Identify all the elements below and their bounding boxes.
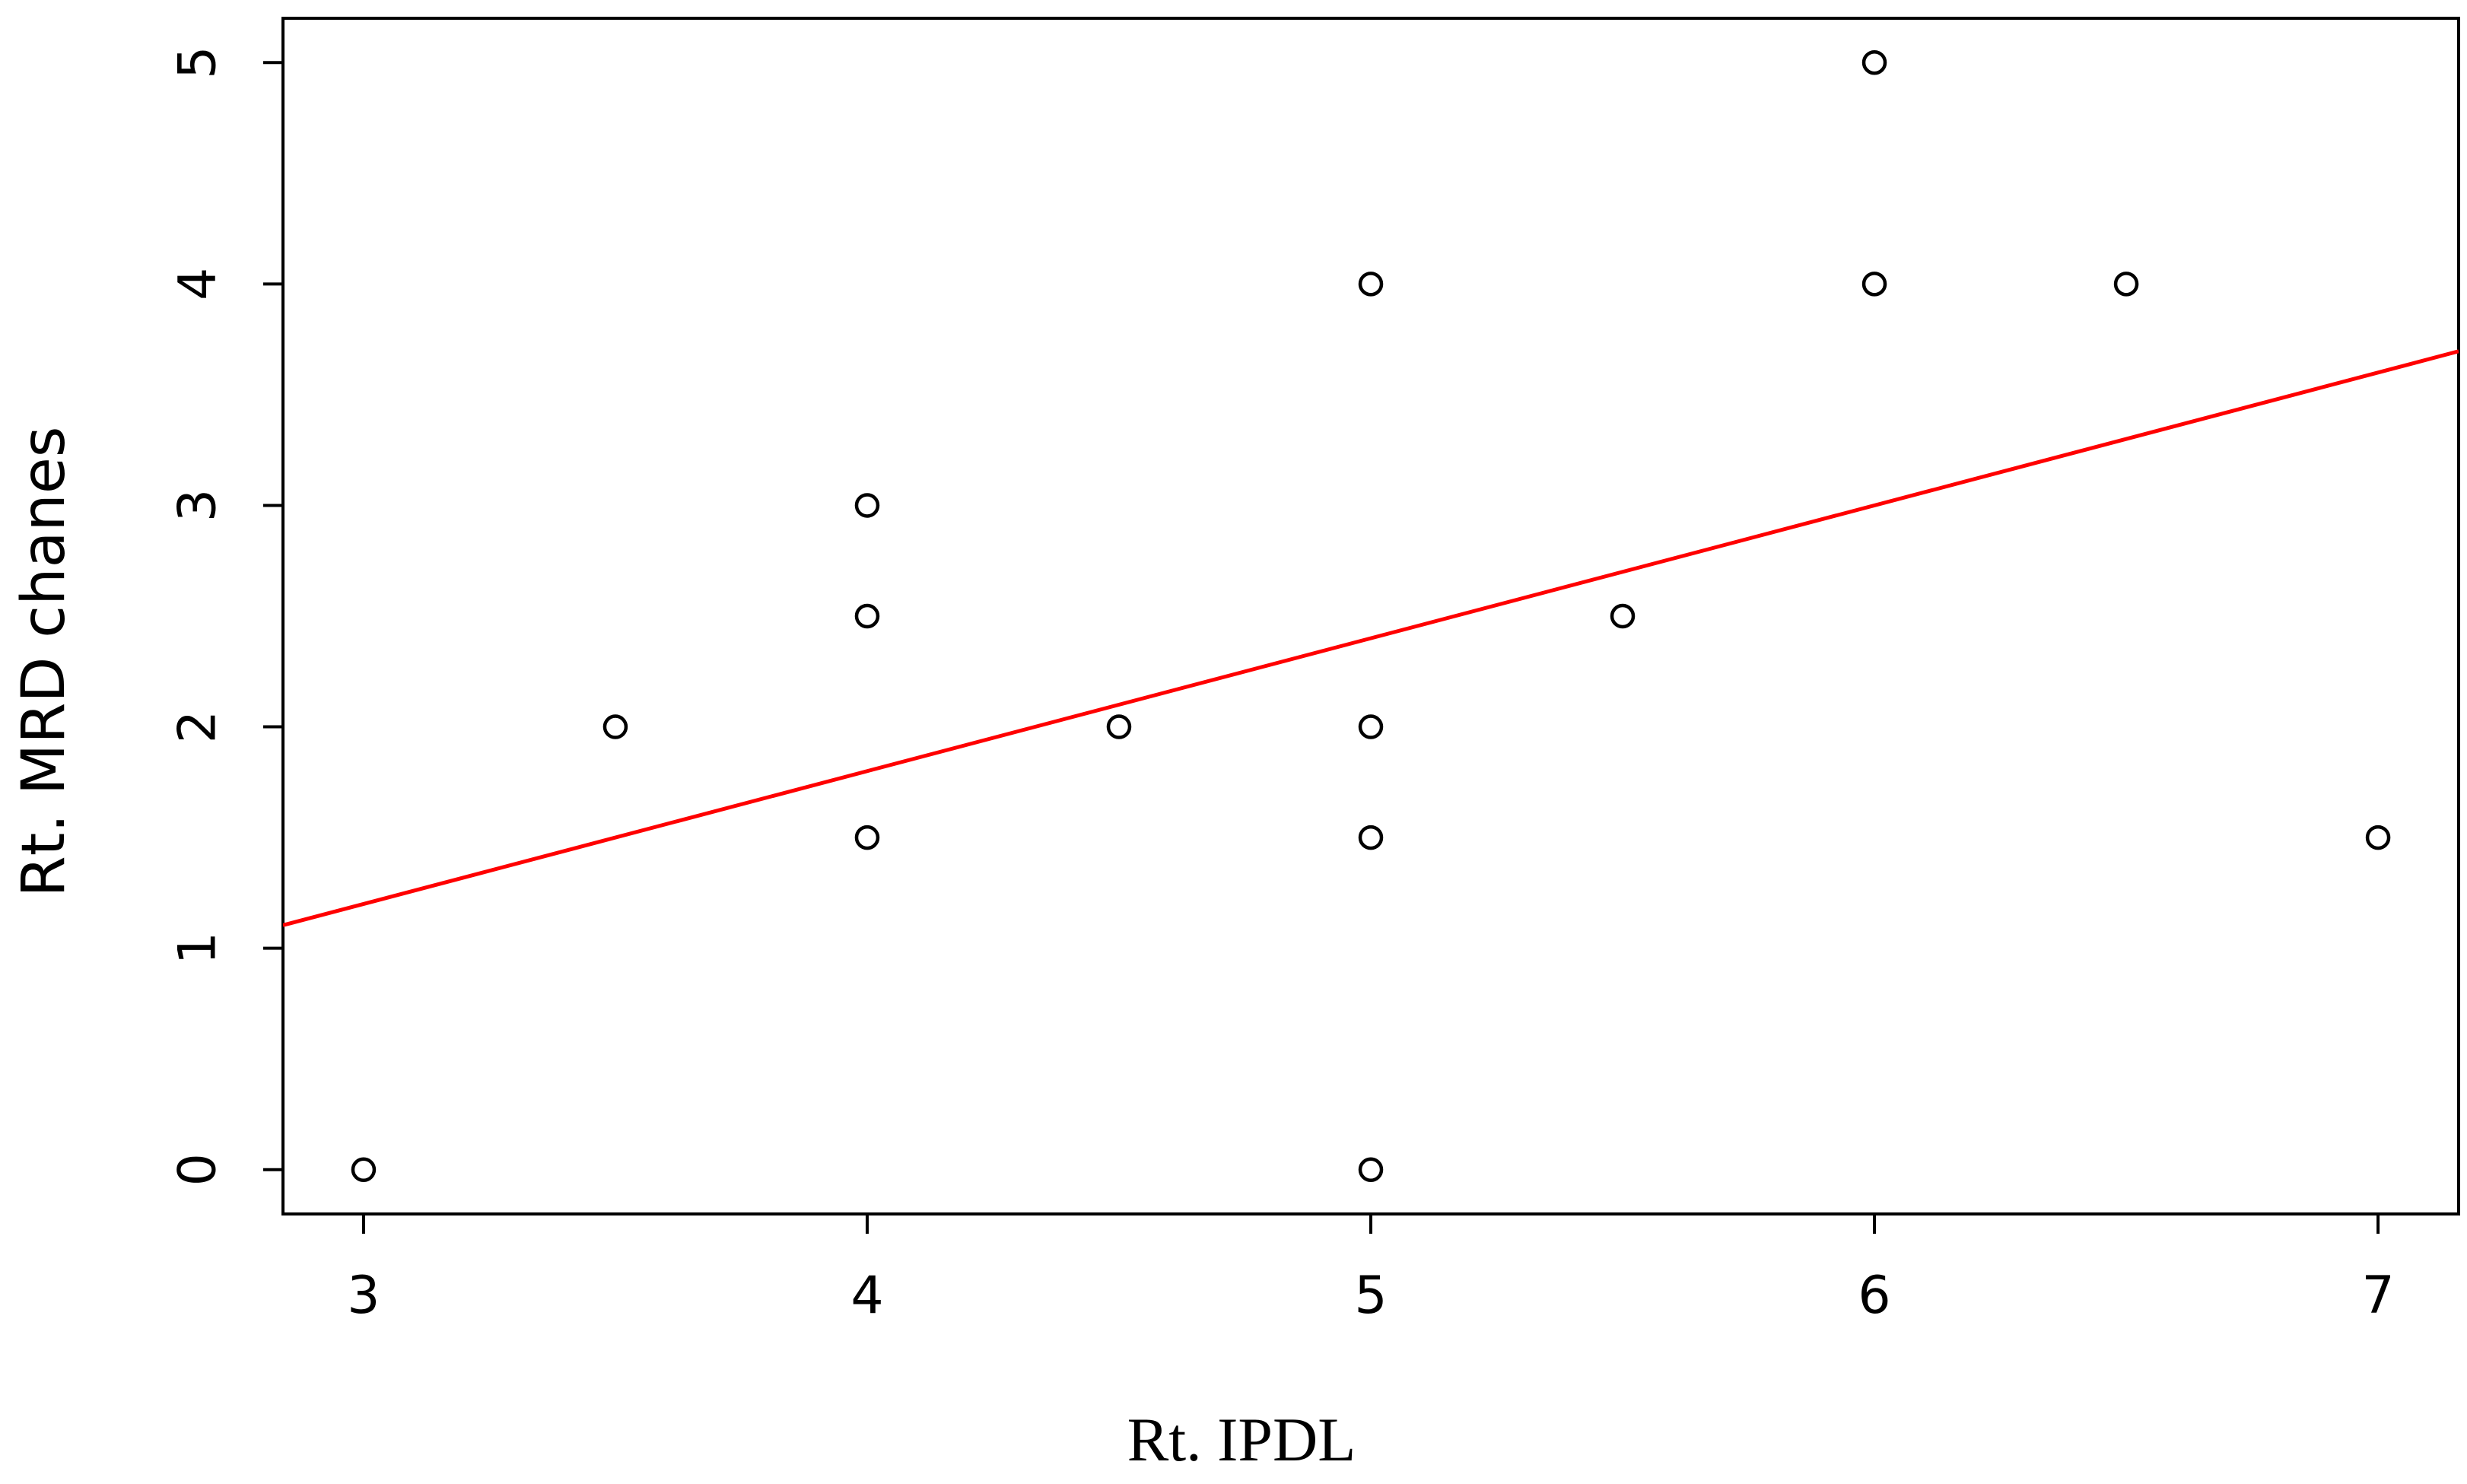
data-point: [1610, 603, 1636, 629]
data-point: [2113, 272, 2139, 297]
y-tick-label: 3: [168, 489, 228, 522]
x-tick-label: 5: [1354, 1266, 1387, 1326]
data-point: [602, 714, 628, 739]
x-tick-label: 4: [850, 1266, 883, 1326]
y-tick-label: 4: [168, 268, 228, 300]
data-point: [854, 825, 880, 850]
x-tick-label: 7: [2361, 1266, 2394, 1326]
y-tick-label: 5: [168, 46, 228, 79]
y-tick-label: 0: [168, 1153, 228, 1186]
data-point: [1106, 714, 1132, 739]
x-tick-label: 3: [347, 1266, 380, 1326]
data-point: [1358, 272, 1384, 297]
y-axis-label: Rt. MRD chanes: [10, 427, 78, 898]
data-point: [1861, 49, 1887, 75]
y-tick-label: 2: [168, 710, 228, 743]
data-point: [1358, 714, 1384, 739]
data-point: [854, 603, 880, 629]
x-tick-label: 6: [1858, 1266, 1890, 1326]
data-point: [2365, 825, 2391, 850]
plot-frame: [281, 17, 2460, 1215]
data-point: [854, 493, 880, 518]
regression-line: [283, 349, 2459, 927]
data-point: [1358, 1157, 1384, 1183]
x-axis-label: Rt. IPDL: [1127, 1405, 1356, 1474]
y-tick-label: 1: [168, 932, 228, 964]
data-point: [351, 1157, 377, 1183]
data-point: [1861, 272, 1887, 297]
data-point: [1358, 825, 1384, 850]
